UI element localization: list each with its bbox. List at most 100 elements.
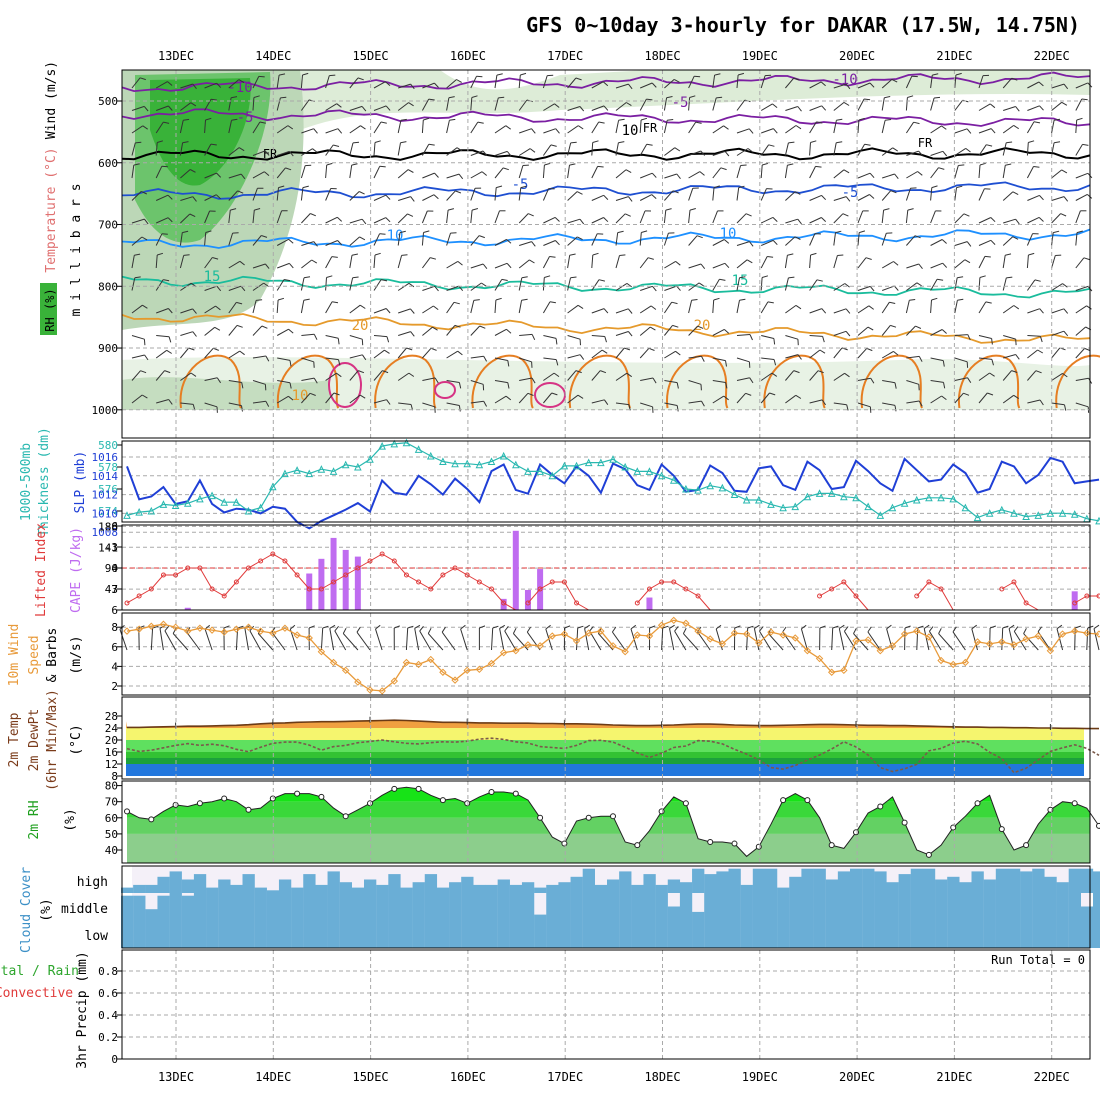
wind-barb-flag [747,148,754,153]
wind-barb [204,377,218,381]
wind-barb-flag [577,236,583,241]
cloud-bar [850,920,863,948]
thickness-marker [426,451,435,460]
wind-barb [1051,255,1056,269]
wind-barb [228,210,231,224]
wind-barb [119,629,128,651]
wind-barb [180,83,193,89]
wind-barb-flag [569,163,576,166]
wind-barb [252,300,257,314]
wind-barb [397,213,408,224]
wind-barb [712,357,726,362]
wind-barb-flag [351,163,358,166]
wind-barb [349,218,363,224]
wind-barb [446,232,451,246]
cloud-bar [631,884,644,893]
wind-barb [833,308,847,314]
wind-barb [930,97,935,111]
wind-barb [252,150,266,156]
wind-barb-flag [768,144,775,147]
wind-barb [954,165,959,179]
y-tick-label: 0.2 [98,1031,118,1044]
wind-barb [809,166,816,179]
rh-marker [439,797,446,804]
wind-barb-flag [1075,625,1082,629]
wind-barb [131,370,141,381]
wind-barb [800,628,808,651]
wind-barb-flag [740,164,747,166]
wind-barb [833,169,845,179]
wind-barb-flag [141,236,148,241]
cloud-bar [181,920,195,948]
thickness-marker [779,503,787,512]
wind-speed-marker [256,627,265,635]
wind-barb-flag [842,213,849,217]
wind-barb-flag [604,336,607,343]
wind-barb-flag [579,106,585,112]
wind-barb [228,97,232,111]
wind-barb-flag [1082,143,1089,146]
cloud-bar [667,906,681,920]
wind-speed-marker [961,658,970,667]
wind-barb-flag [963,392,970,396]
wind-barb [325,103,337,111]
wind-speed-marker [645,632,654,640]
wind-barb [905,121,915,134]
wind-barb-flag [964,259,971,264]
wind-barb [712,150,726,156]
wind-barb [760,75,766,89]
wind-barb [543,128,556,134]
wind-barb-flag [1062,372,1068,378]
wind-barb-flag [917,625,924,629]
lifted-index-marker [258,558,264,564]
rh-marker [196,800,203,807]
wind-barb [494,125,507,134]
wind-barb [954,392,964,404]
wind-speed-marker [317,647,326,656]
wind-barb [831,627,834,651]
wind-barb-flag [427,627,432,634]
wind-barb [542,256,550,269]
wind-barb [460,628,468,651]
lifted-index-marker [938,586,944,592]
wind-barb [688,282,700,291]
cloud-bar [947,920,960,948]
wind-barb [881,210,885,224]
wind-barb [373,121,382,134]
y-tick-label: 0.4 [98,1009,118,1022]
y-tick-label: -6 [105,520,118,533]
wind-barb [906,282,918,291]
cloud-bar [169,920,182,948]
wind-barb-flag [528,213,534,217]
wind-barb [663,97,668,111]
cloud-row-label-middle: middle [61,902,108,917]
wind-speed-marker [524,641,532,649]
wind-barb-flag [845,196,851,202]
wind-barb-flag [285,167,292,171]
wind-barb-flag [164,370,171,374]
wind-barb-flag [569,253,576,256]
wind-barb [518,213,529,224]
wind-barb [470,76,477,89]
wind-speed-marker [597,627,605,635]
wind-barb-flag [603,217,609,223]
wind-barb [663,210,667,224]
wind-barb [494,299,497,314]
wind-speed-marker [1070,627,1079,635]
wind-barb [954,259,966,269]
cloud-bar [801,920,814,948]
wind-barb-flag [313,334,318,340]
cloud-bar [801,893,814,920]
wind-barb [1027,216,1040,224]
wind-barb-flag [618,118,625,121]
wind-barb-flag [479,625,486,629]
wind-barb-flag [942,262,948,268]
wind-barb-flag [213,347,219,351]
wind-barb [640,172,653,179]
thickness-marker [852,493,860,502]
rh-shading [122,357,1090,410]
cloud-bar [619,920,632,948]
wind-barb [228,325,238,336]
wind-barb-flag [767,301,774,304]
wind-barb-flag [240,173,246,180]
